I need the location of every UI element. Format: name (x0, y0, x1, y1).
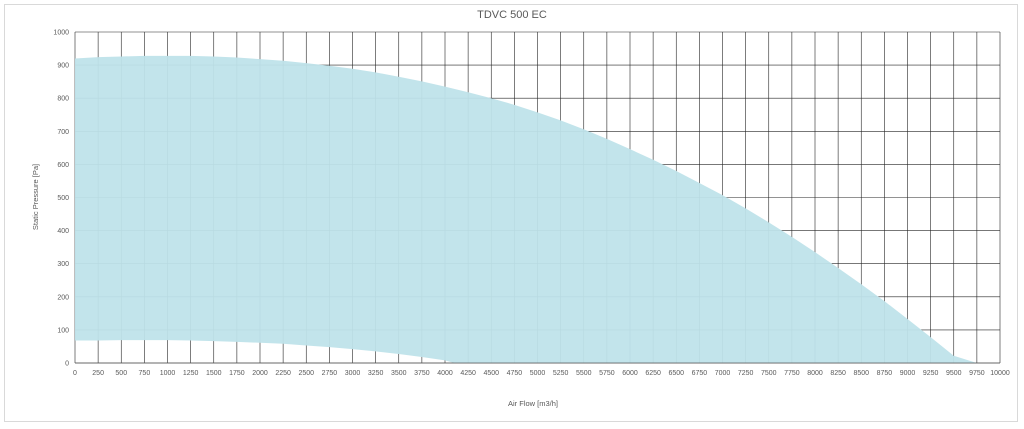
y-tick-0: 0 (65, 361, 69, 368)
x-tick-8750: 8750 (877, 370, 893, 377)
x-tick-4250: 4250 (460, 370, 476, 377)
y-axis-label: Static Pressure [Pa] (31, 164, 40, 230)
x-tick-3750: 3750 (414, 370, 430, 377)
x-tick-6000: 6000 (622, 370, 638, 377)
x-axis-label: Air Flow [m3/h] (508, 399, 558, 408)
x-tick-9500: 9500 (946, 370, 962, 377)
x-tick-9250: 9250 (923, 370, 939, 377)
chart-title: TDVC 500 EC (477, 9, 547, 21)
x-tick-3500: 3500 (391, 370, 407, 377)
x-tick-2750: 2750 (322, 370, 338, 377)
y-tick-400: 400 (57, 228, 69, 235)
x-tick-4750: 4750 (507, 370, 523, 377)
x-tick-7000: 7000 (715, 370, 731, 377)
x-tick-5750: 5750 (599, 370, 615, 377)
x-tick-7750: 7750 (784, 370, 800, 377)
x-tick-10000: 10000 (990, 370, 1010, 377)
y-tick-100: 100 (57, 327, 69, 334)
y-tick-800: 800 (57, 96, 69, 103)
x-tick-750: 750 (139, 370, 151, 377)
y-tick-700: 700 (57, 129, 69, 136)
y-tick-600: 600 (57, 162, 69, 169)
x-tick-3250: 3250 (368, 370, 384, 377)
x-tick-1250: 1250 (183, 370, 199, 377)
x-tick-8000: 8000 (807, 370, 823, 377)
operating-area (75, 55, 977, 363)
x-tick-1000: 1000 (160, 370, 176, 377)
x-tick-500: 500 (115, 370, 127, 377)
x-tick-2000: 2000 (252, 370, 268, 377)
x-tick-250: 250 (92, 370, 104, 377)
x-tick-6750: 6750 (692, 370, 708, 377)
x-tick-9000: 9000 (900, 370, 916, 377)
x-tick-9750: 9750 (969, 370, 985, 377)
x-tick-labels: 0 250 500 750 1000 1250 1500 1750 2000 2250 2500 27… (73, 370, 1010, 377)
x-tick-6250: 6250 (645, 370, 661, 377)
x-tick-1750: 1750 (229, 370, 245, 377)
x-tick-5250: 5250 (553, 370, 569, 377)
y-tick-500: 500 (57, 195, 69, 202)
x-tick-4500: 4500 (483, 370, 499, 377)
x-tick-5500: 5500 (576, 370, 592, 377)
x-tick-8250: 8250 (830, 370, 846, 377)
y-tick-900: 900 (57, 63, 69, 70)
x-tick-0: 0 (73, 370, 77, 377)
x-tick-3000: 3000 (345, 370, 361, 377)
x-tick-1500: 1500 (206, 370, 222, 377)
x-tick-2250: 2250 (275, 370, 291, 377)
y-tick-300: 300 (57, 261, 69, 268)
x-tick-6500: 6500 (668, 370, 684, 377)
x-tick-8500: 8500 (853, 370, 869, 377)
x-tick-7250: 7250 (738, 370, 754, 377)
x-tick-4000: 4000 (437, 370, 453, 377)
y-tick-1000: 1000 (53, 30, 69, 37)
x-tick-7500: 7500 (761, 370, 777, 377)
y-tick-200: 200 (57, 294, 69, 301)
y-tick-labels: 0 100 200 300 400 500 600 700 800 900 1000 (53, 30, 69, 368)
x-tick-2500: 2500 (298, 370, 314, 377)
x-tick-5000: 5000 (530, 370, 546, 377)
